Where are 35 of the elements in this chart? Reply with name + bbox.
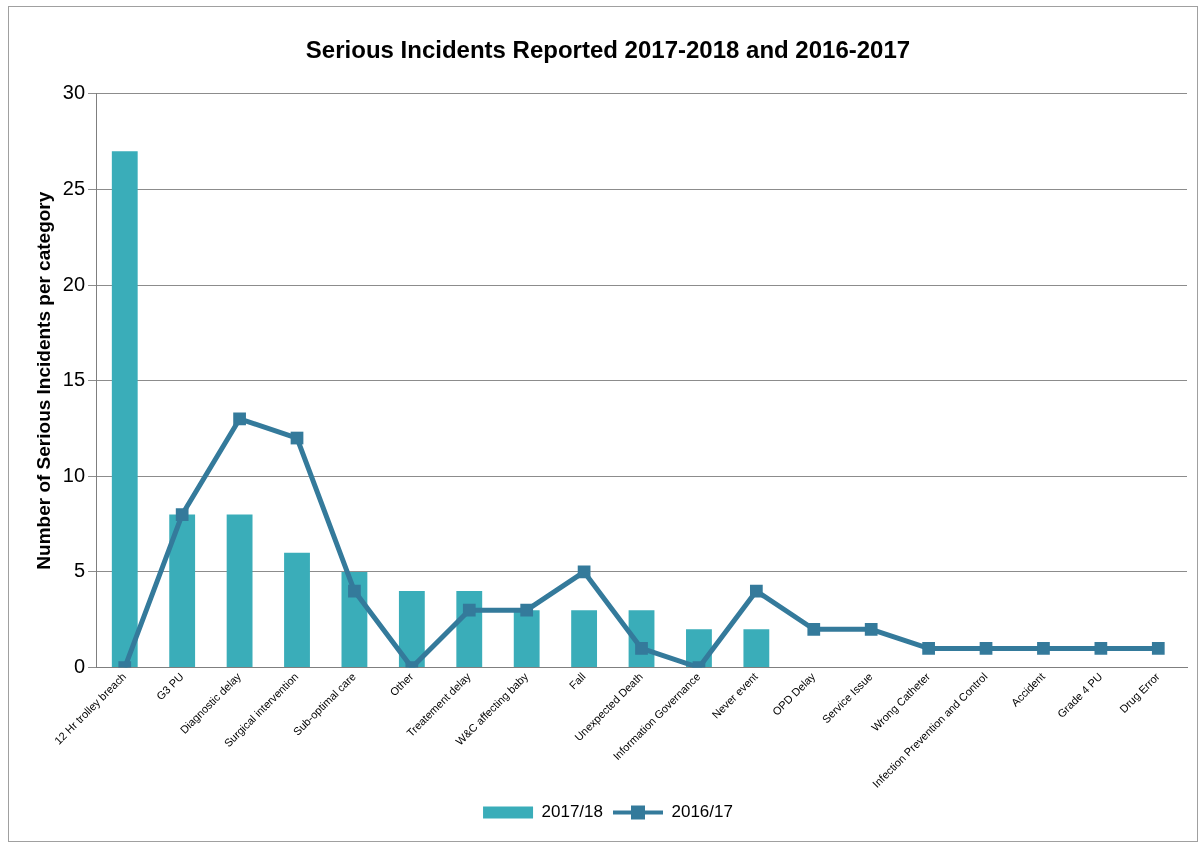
- y-tick-label: 25: [62, 176, 86, 199]
- y-tick-label: 15: [62, 368, 86, 391]
- y-tick-label: 10: [62, 463, 86, 486]
- x-tick-label: G3 PU: [153, 670, 186, 703]
- legend-label: 2017/18: [541, 802, 603, 822]
- y-tick-label: 30: [62, 81, 86, 104]
- x-tick-label: Fall: [566, 670, 588, 692]
- point: [1037, 642, 1050, 655]
- point: [175, 508, 189, 521]
- bar: [571, 610, 598, 668]
- point: [348, 584, 361, 598]
- point: [1151, 642, 1165, 655]
- point: [864, 622, 878, 636]
- chart-title: Serious Incidents Reported 2017-2018 and 2016-2017: [305, 36, 911, 64]
- bar: [398, 591, 425, 668]
- bar: [743, 629, 770, 668]
- point: [520, 603, 534, 617]
- point: [979, 642, 993, 655]
- legend-label: 2016/17: [671, 802, 733, 822]
- y-tick-label: 20: [62, 272, 86, 295]
- y-axis-title: Number of Serious Incidents per category: [32, 191, 54, 570]
- point: [233, 412, 246, 426]
- point: [1094, 642, 1108, 655]
- point: [635, 642, 648, 655]
- point: [922, 642, 935, 655]
- point: [750, 584, 763, 598]
- bar: [169, 514, 196, 668]
- point: [462, 603, 476, 617]
- bar: [284, 552, 310, 668]
- point: [807, 622, 821, 636]
- bar: [513, 610, 540, 668]
- bar: [111, 151, 138, 668]
- bar: [226, 514, 253, 668]
- y-tick-label: 0: [73, 655, 86, 678]
- y-tick-label: 5: [73, 559, 86, 582]
